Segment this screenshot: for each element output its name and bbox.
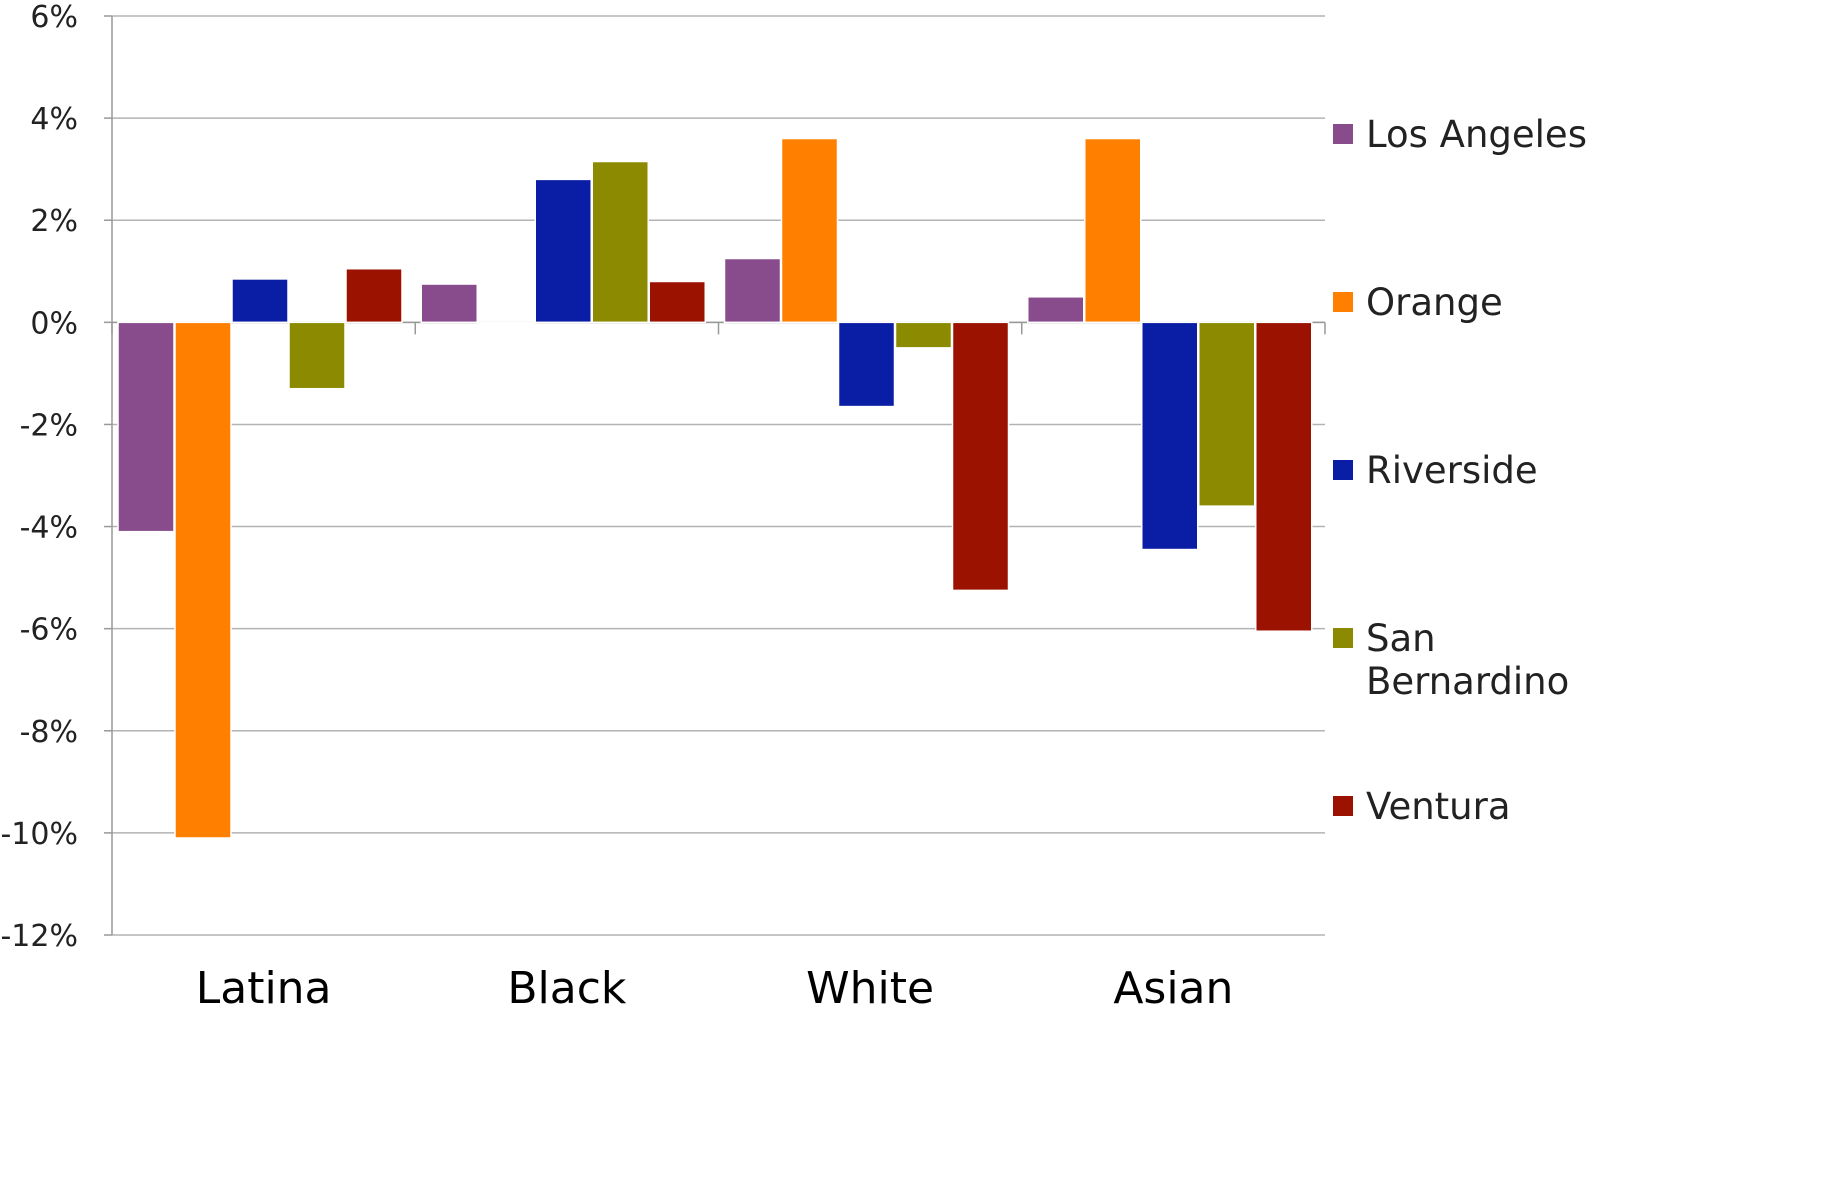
bar-orange-white: [780, 137, 839, 324]
bar-ventura-asian: [1255, 321, 1313, 632]
bar-ventura-black: [648, 280, 706, 324]
bars: [117, 137, 1313, 839]
bar-los-angeles-black: [420, 283, 478, 324]
y-tick-label: -10%: [0, 817, 78, 852]
x-category-label: Black: [507, 963, 627, 1014]
y-tick-label: 0%: [30, 306, 78, 341]
y-tick-label: -8%: [20, 715, 78, 750]
legend-swatch: [1333, 124, 1353, 144]
bar-riverside-latina: [231, 278, 289, 324]
bar-san-bernardino-black: [591, 160, 649, 324]
bar-orange-black: [477, 321, 535, 324]
y-tick-label: -4%: [20, 511, 78, 546]
bar-san-bernardino-white: [894, 321, 953, 349]
y-tick-label: 2%: [30, 204, 78, 239]
x-category-label: White: [806, 963, 934, 1014]
bar-san-bernardino-latina: [288, 321, 346, 390]
bar-riverside-white: [837, 321, 896, 408]
bar-san-bernardino-asian: [1198, 321, 1256, 507]
x-category-labels: Latina Black White Asian: [196, 963, 1234, 1014]
bar-ventura-latina: [345, 267, 403, 324]
bar-riverside-asian: [1141, 321, 1199, 551]
legend-label: Ventura: [1366, 785, 1511, 828]
legend-label: Los Angeles: [1366, 113, 1587, 156]
x-category-label: Latina: [196, 963, 332, 1014]
legend-swatch: [1333, 292, 1353, 312]
legend-swatch: [1333, 628, 1353, 648]
bar-ventura-white: [951, 321, 1010, 592]
y-tick-label: 6%: [30, 0, 78, 35]
y-tick-labels: 6% 4% 2% 0% -2% -4% -6% -8% -10% -12%: [0, 0, 78, 954]
y-tick-label: -6%: [20, 613, 78, 648]
legend-label: Orange: [1366, 281, 1503, 324]
legend-swatch: [1333, 796, 1353, 816]
bar-riverside-black: [534, 178, 592, 324]
legend-label: Bernardino: [1366, 660, 1569, 703]
legend-label: San: [1366, 617, 1436, 660]
y-tick-label: 4%: [30, 102, 78, 137]
bar-orange-latina: [174, 321, 232, 839]
bar-los-angeles-asian: [1027, 296, 1085, 324]
bar-los-angeles-white: [723, 257, 782, 324]
y-tick-label: -2%: [20, 408, 78, 443]
y-tick-label: -12%: [0, 919, 78, 954]
bar-orange-asian: [1084, 137, 1142, 324]
bar-los-angeles-latina: [117, 321, 175, 533]
x-category-label: Asian: [1113, 963, 1233, 1014]
legend-swatch: [1333, 460, 1353, 480]
legend-label: Riverside: [1366, 449, 1538, 492]
